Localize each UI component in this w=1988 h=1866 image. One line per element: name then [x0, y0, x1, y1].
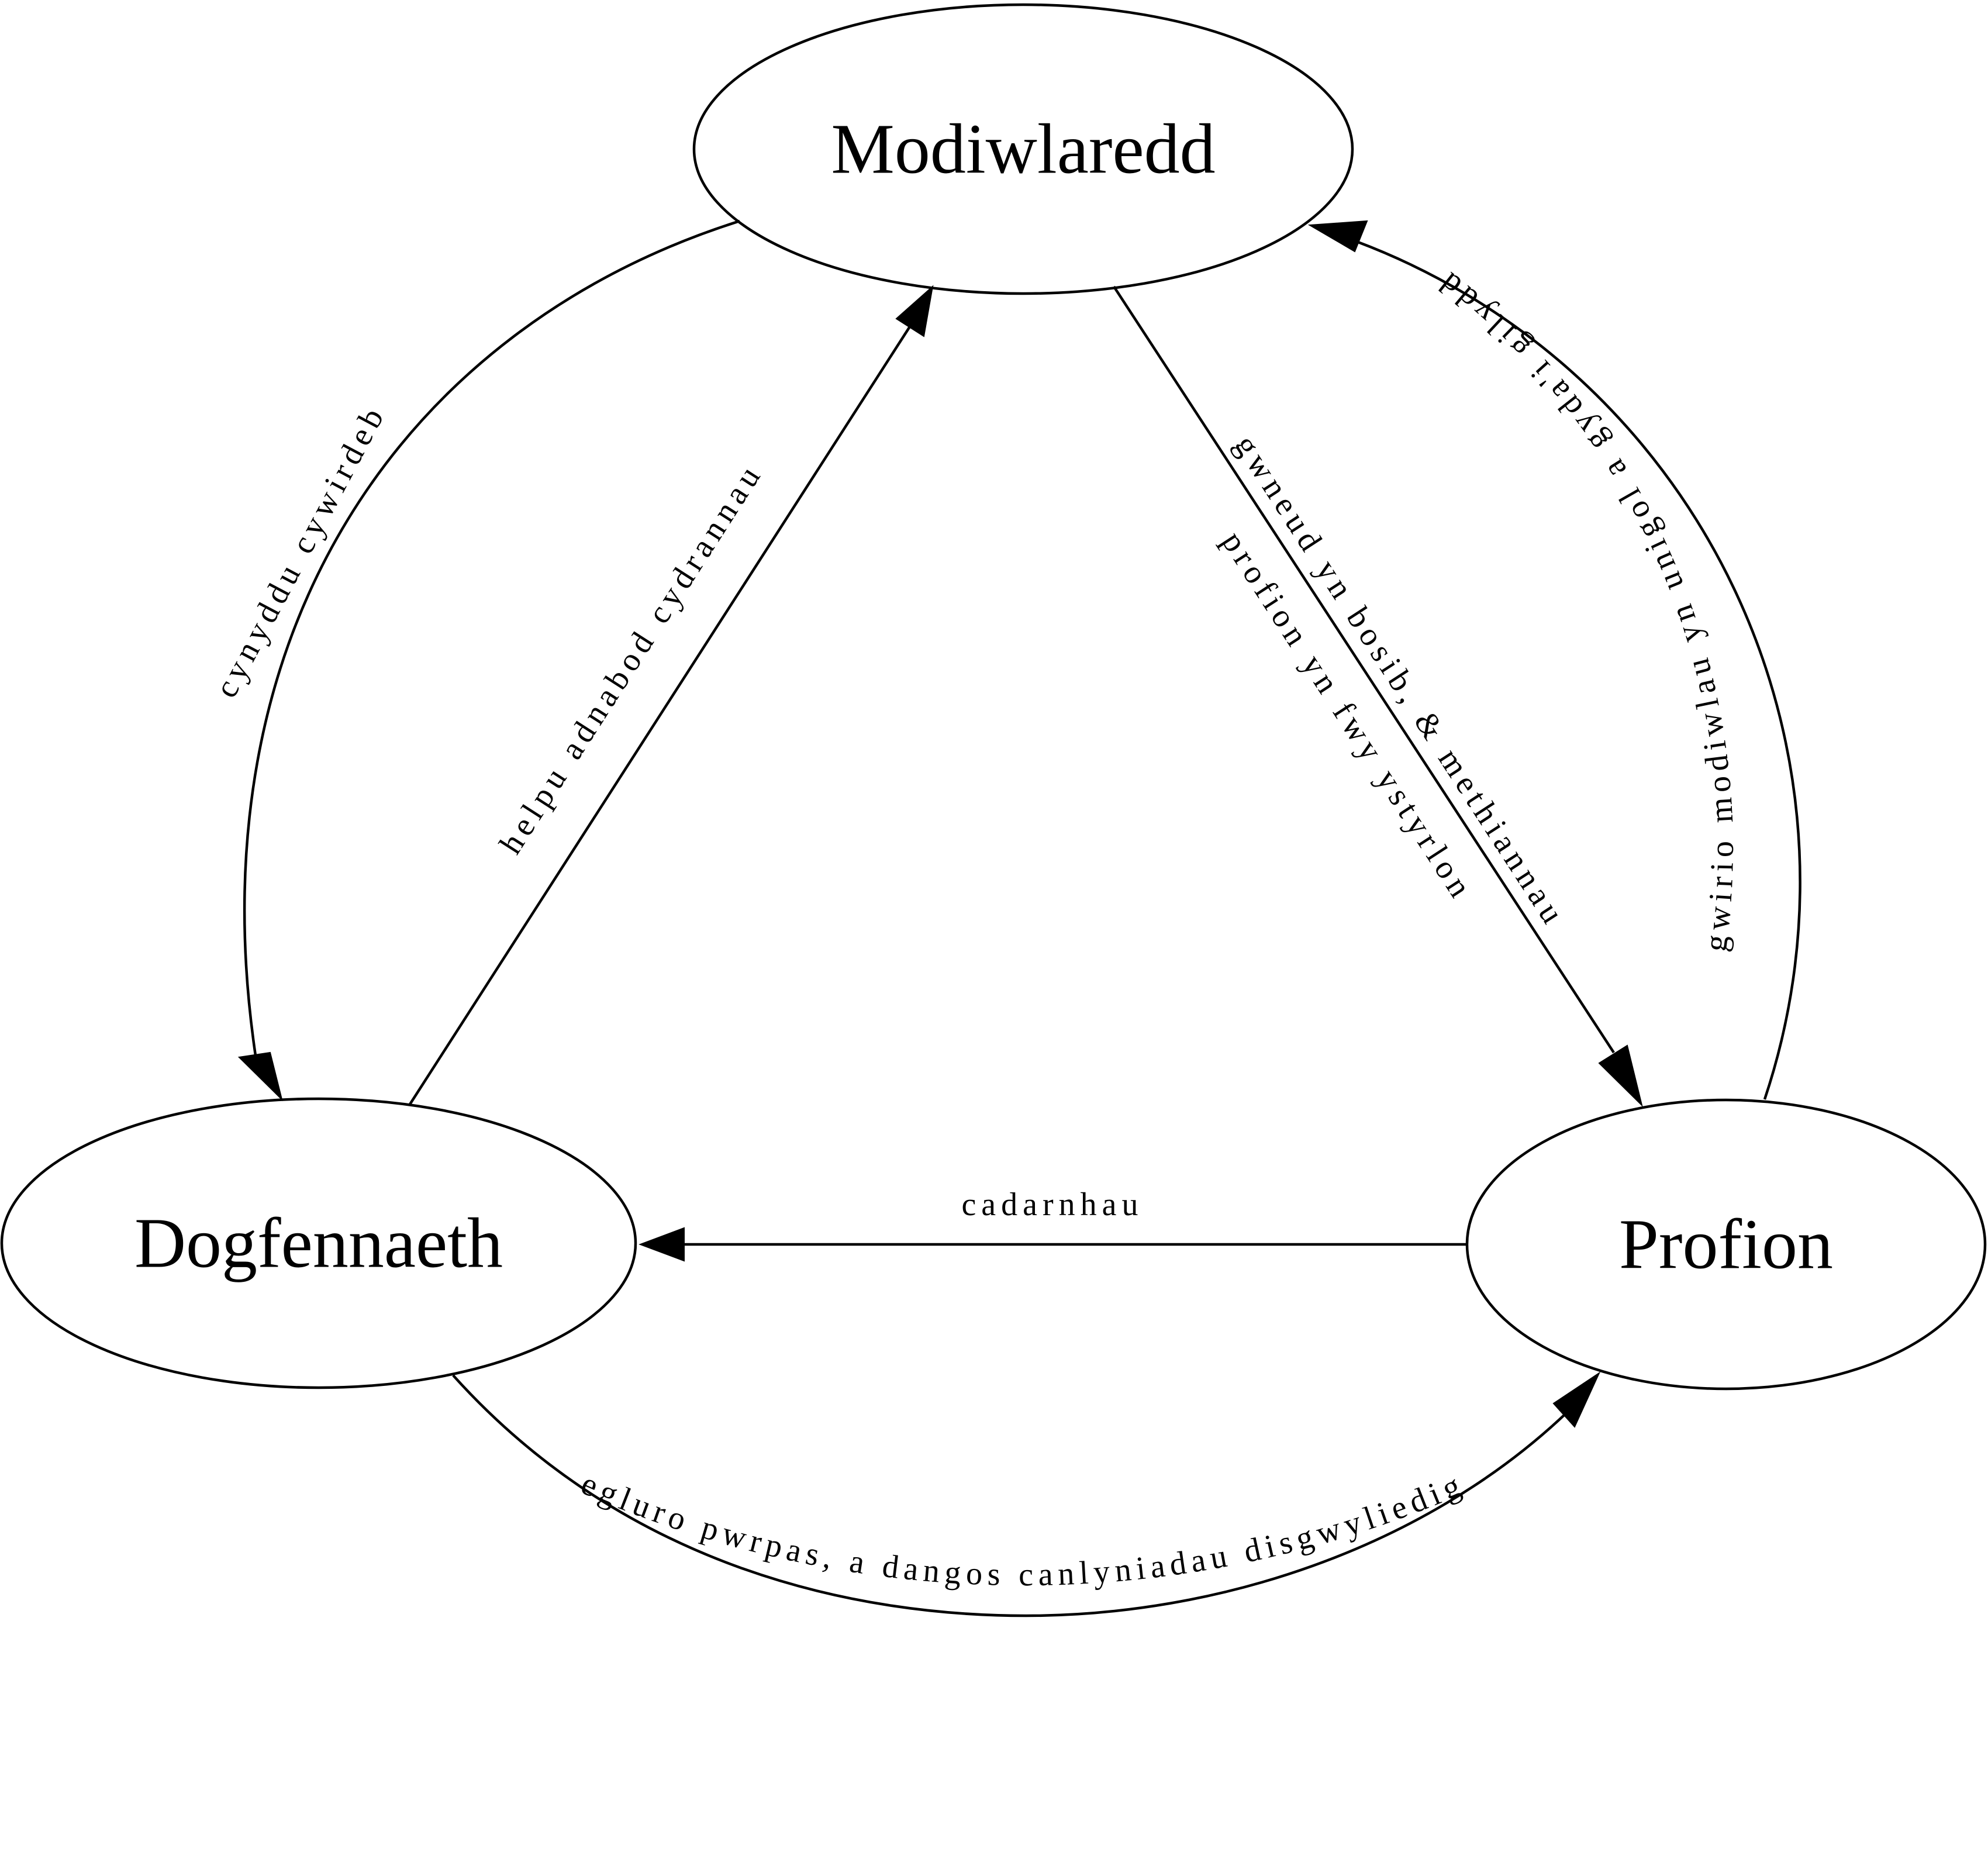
node-modularity-shape — [692, 3, 1354, 295]
node-documentation-shape — [0, 1097, 637, 1389]
node-documentation: Dogfennaeth — [0, 1097, 637, 1389]
edge-modularity-to-documentation-label: cynyddu cywirdeb — [208, 398, 393, 703]
edge-documentation-to-tests: egluro pwrpas, a dangos canlyniadau disg… — [452, 1371, 1601, 1617]
edge-documentation-to-tests-arrowhead — [1552, 1371, 1601, 1428]
edge-modularity-to-documentation-arrowhead — [237, 1051, 283, 1102]
edge-documentation-to-tests-label: egluro pwrpas, a dangos canlyniadau disg… — [576, 1465, 1471, 1593]
edge-documentation-to-modularity-label: helpu adnabod cydrannau — [492, 456, 770, 860]
edge-modularity-to-tests-line — [1113, 285, 1615, 1054]
edge-modularity-to-tests-arrowhead — [1598, 1044, 1643, 1108]
node-tests-label: Profion — [1619, 1205, 1833, 1284]
edge-tests-to-documentation-label: cadarnhau — [961, 1186, 1143, 1223]
edge-tests-to-modularity-label: gwirio modiwlau yn unigol a gyda'i gilyd… — [1429, 262, 1741, 953]
node-modularity-label: Modiwlaredd — [831, 110, 1215, 189]
edge-tests-to-modularity-arrowhead — [1307, 220, 1368, 253]
edge-tests-to-modularity-label-path: gwirio modiwlau yn unigol a gyda'i gilyd… — [1429, 262, 1735, 953]
node-modularity: Modiwlaredd — [692, 3, 1354, 295]
edge-tests-to-modularity-line — [1356, 240, 1801, 1100]
edge-documentation-to-modularity: helpu adnabod cydrannau — [408, 285, 934, 1106]
node-documentation-label: Dogfennaeth — [134, 1204, 503, 1283]
node-tests: Profion — [1465, 1098, 1987, 1391]
edge-modularity-to-tests-label-line-1: gwneud yn bosib, & methiannau — [1227, 429, 1573, 934]
edge-modularity-to-documentation: cynyddu cywirdeb — [208, 219, 740, 1102]
edge-documentation-to-tests-label-path: egluro pwrpas, a dangos canlyniadau disg… — [576, 1465, 1465, 1593]
edge-tests-to-documentation: cadarnhau — [638, 1186, 1468, 1262]
edge-documentation-to-modularity-line — [408, 325, 912, 1106]
edge-documentation-to-tests-line — [452, 1374, 1565, 1617]
edge-modularity-to-documentation-line — [243, 219, 740, 1056]
edge-documentation-to-modularity-arrowhead — [895, 285, 934, 337]
edge-tests-to-documentation-arrowhead — [638, 1227, 685, 1262]
